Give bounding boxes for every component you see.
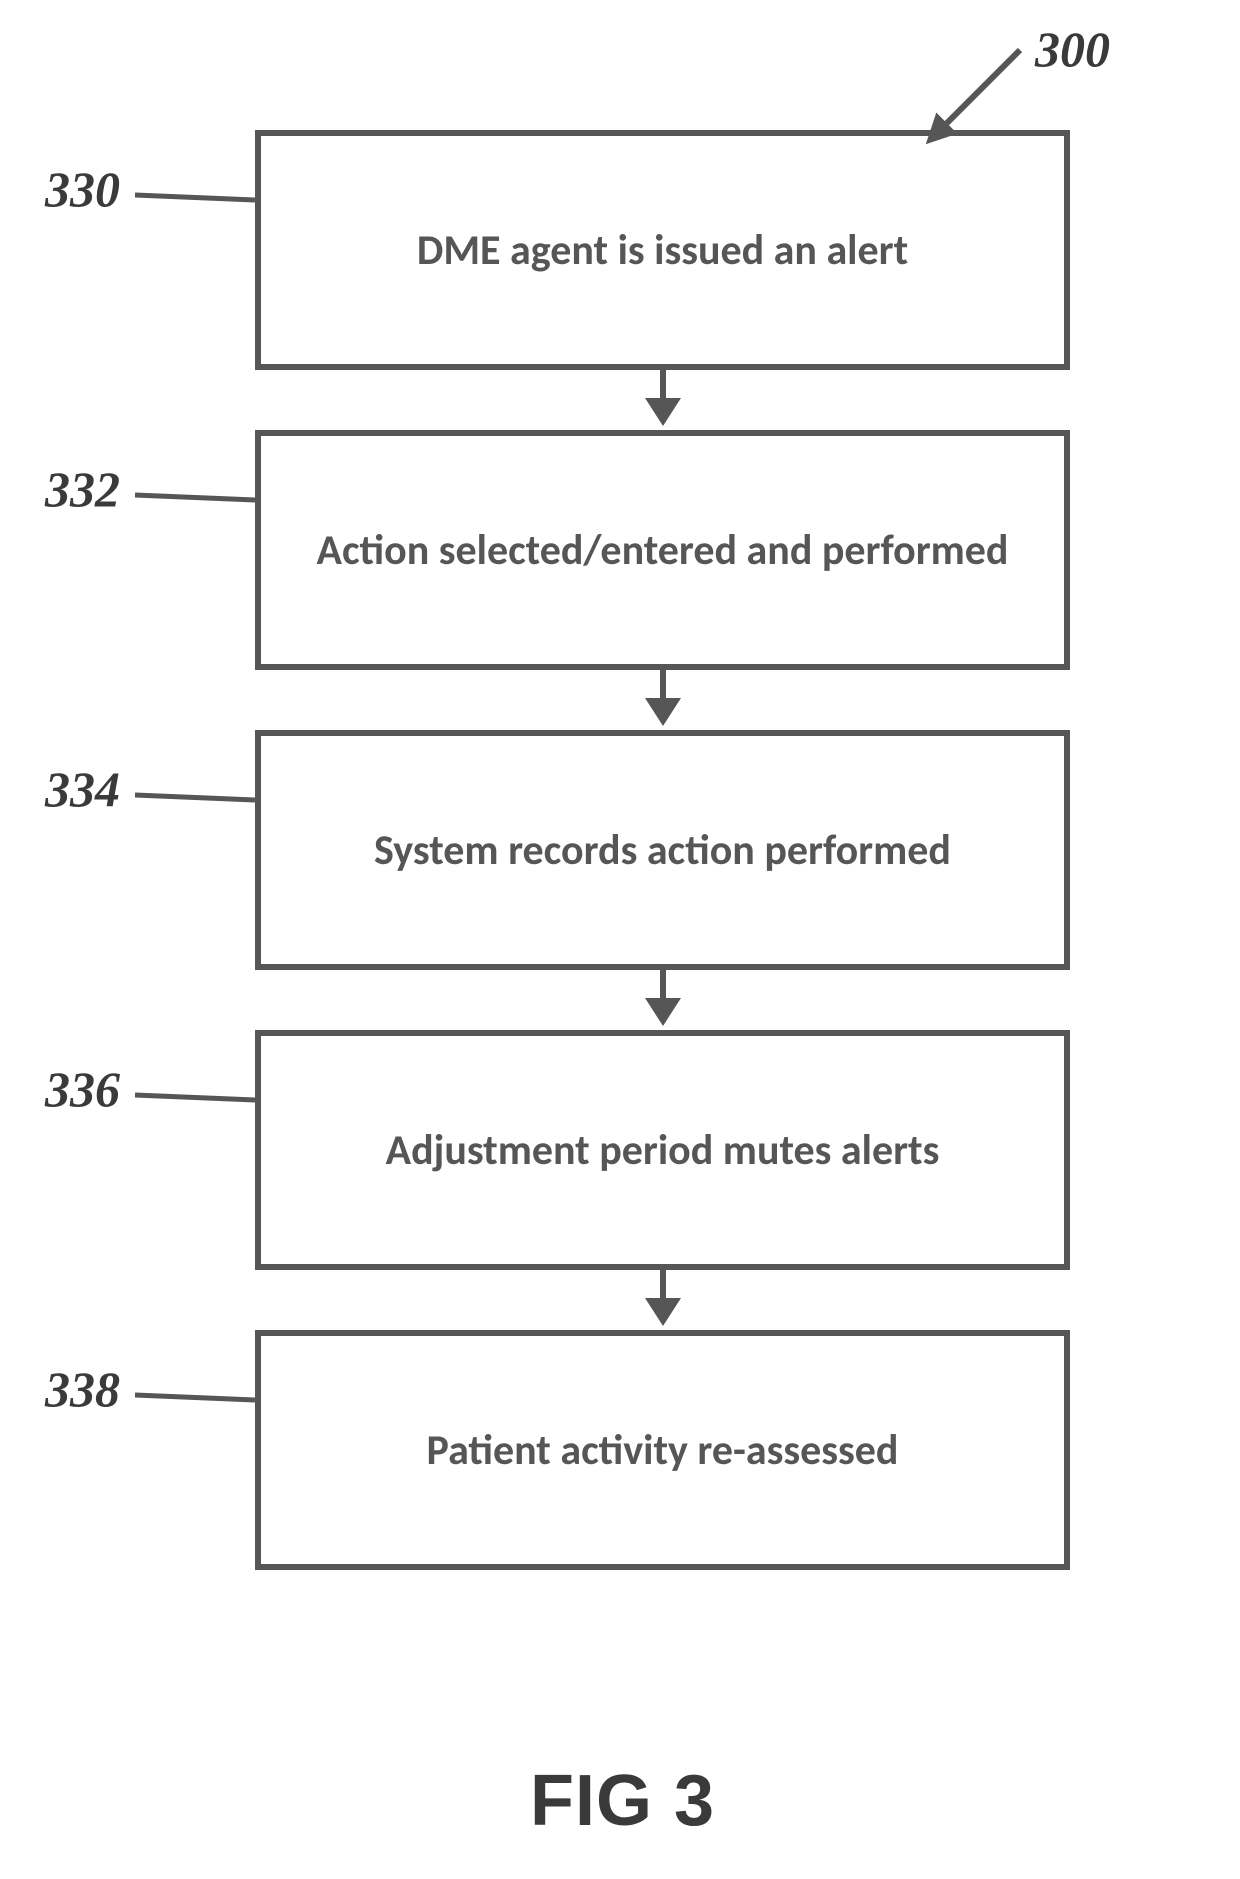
flowchart-node-338: Patient activity re-assessed — [255, 1330, 1070, 1570]
flowchart-node-text: DME agent is issued an alert — [407, 215, 918, 286]
flowchart-node-330: DME agent is issued an alert — [255, 130, 1070, 370]
flowchart-node-334: System records action performed — [255, 730, 1070, 970]
ref-label-336: 336 — [45, 1060, 120, 1118]
ref-label-334: 334 — [45, 760, 120, 818]
figure-number-label: 300 — [1035, 20, 1110, 78]
flowchart-node-332: Action selected/entered and performed — [255, 430, 1070, 670]
ref-label-338: 338 — [45, 1360, 120, 1418]
flowchart-node-text: Action selected/entered and performed — [307, 515, 1019, 586]
flowchart-container: DME agent is issued an alert Action selec… — [0, 0, 1240, 1879]
figure-caption: FIG 3 — [530, 1760, 715, 1842]
flowchart-node-text: Adjustment period mutes alerts — [376, 1115, 950, 1186]
ref-label-332: 332 — [45, 460, 120, 518]
ref-label-330: 330 — [45, 160, 120, 218]
flowchart-node-text: Patient activity re-assessed — [417, 1415, 909, 1486]
flowchart-node-text: System records action performed — [364, 815, 961, 886]
flowchart-node-336: Adjustment period mutes alerts — [255, 1030, 1070, 1270]
